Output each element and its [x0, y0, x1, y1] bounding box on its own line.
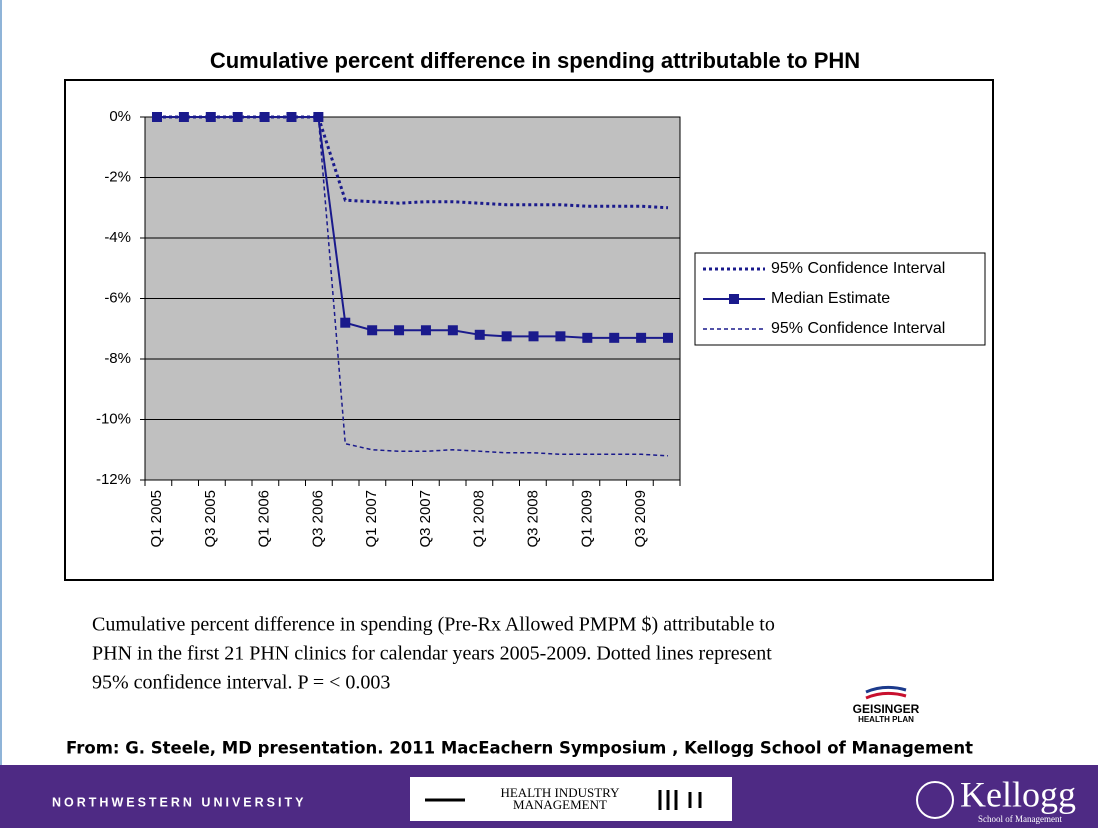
marker [501, 331, 512, 342]
x-tick-label: Q3 2008 [524, 490, 541, 548]
x-tick-label: Q1 2006 [256, 490, 273, 548]
caption-line: Cumulative percent difference in spendin… [92, 614, 775, 636]
logo-text: GEISINGER [853, 702, 920, 716]
marker [367, 325, 378, 336]
x-tick-label: Q3 2005 [202, 490, 219, 548]
y-tick-label: -12% [96, 471, 131, 488]
footer-center: HEALTH INDUSTRY [500, 785, 620, 800]
caption-line: PHN in the first 21 PHN clinics for cale… [92, 643, 772, 665]
geisinger-logo: GEISINGER HEALTH PLAN [853, 685, 920, 724]
legend-label: 95% Confidence Interval [771, 320, 945, 337]
marker [205, 112, 216, 122]
marker [636, 332, 647, 343]
hm-logo-graphic [425, 790, 702, 810]
footer-left: NORTHWESTERN UNIVERSITY [52, 795, 306, 809]
caption-line: 95% confidence interval. P = < 0.003 [92, 672, 390, 694]
x-tick-label: Q1 2005 [148, 490, 165, 548]
x-tick-label: Q3 2006 [309, 490, 326, 548]
y-tick-label: -6% [104, 289, 131, 306]
x-tick-label: Q3 2009 [632, 490, 649, 548]
y-tick-label: -4% [104, 229, 131, 246]
footer-center: MANAGEMENT [513, 797, 607, 812]
footer-right-sub: School of Management [978, 814, 1062, 824]
marker [528, 331, 539, 342]
seal [916, 781, 954, 819]
marker [340, 317, 351, 328]
y-tick-label: -8% [104, 350, 131, 367]
marker [663, 332, 673, 343]
legend-label: Median Estimate [771, 290, 890, 307]
marker [420, 325, 431, 336]
y-tick-label: -2% [104, 168, 131, 185]
x-tick-label: Q1 2007 [363, 490, 380, 548]
source: From: G. Steele, MD presentation. 2011 M… [66, 739, 973, 758]
series-line [157, 116, 669, 457]
logo-text: HEALTH PLAN [858, 715, 914, 724]
chart-title: Cumulative percent difference in spendin… [210, 48, 860, 73]
legend-label: 95% Confidence Interval [771, 260, 945, 277]
marker [447, 325, 458, 336]
x-tick-label: Q1 2009 [578, 490, 595, 548]
footer-right: Kellogg [960, 774, 1076, 814]
marker [582, 332, 593, 343]
y-tick-label: -10% [96, 410, 131, 427]
marker [394, 325, 405, 336]
x-tick-label: Q3 2007 [417, 490, 434, 548]
x-tick-label: Q1 2008 [471, 490, 488, 548]
plot: 0% -2% -4% -6% -8% -10% -12% Q1 2005 Q3 2005 Q1 2… [96, 108, 986, 548]
legend-marker [729, 294, 739, 304]
marker [555, 331, 566, 342]
marker [609, 332, 620, 343]
marker [178, 112, 189, 122]
marker [474, 329, 485, 340]
y-tick-label: 0% [109, 108, 131, 125]
